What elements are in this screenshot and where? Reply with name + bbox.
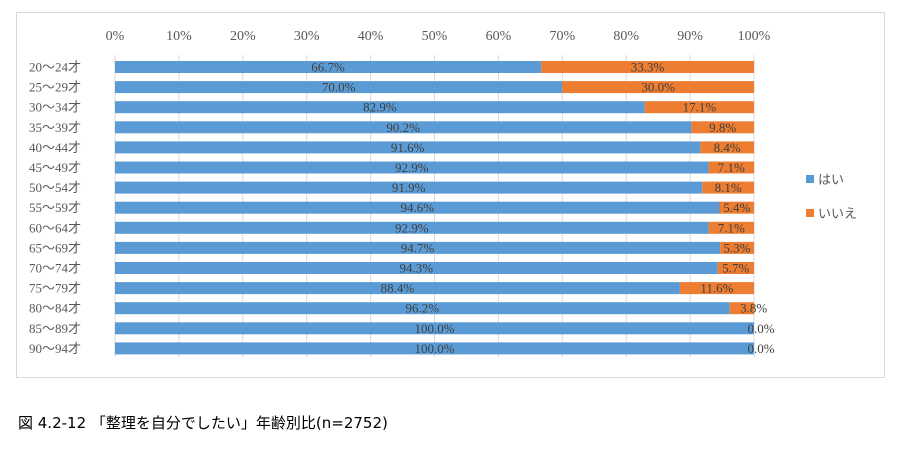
- data-label-yes: 82.9%: [363, 100, 397, 115]
- bar-yes: [115, 201, 720, 214]
- data-label-no: 5.7%: [722, 261, 749, 276]
- x-tick-label: 0%: [106, 29, 125, 44]
- data-label-yes: 66.7%: [311, 60, 345, 75]
- data-label-no: 9.8%: [709, 120, 736, 135]
- bar-yes: [115, 221, 709, 234]
- bar-no: [562, 81, 754, 94]
- bar-yes: [115, 262, 718, 274]
- data-label-yes: 94.7%: [401, 240, 435, 255]
- data-label-yes: 100.0%: [414, 341, 454, 356]
- legend-label-yes: はい: [818, 173, 844, 188]
- data-label-no: 3.8%: [740, 301, 767, 316]
- x-tick-label: 70%: [549, 29, 575, 44]
- data-label-yes: 91.6%: [391, 140, 425, 155]
- category-label: 80～84才: [29, 301, 81, 316]
- bar-yes: [115, 181, 703, 194]
- x-tick-label: 90%: [677, 29, 703, 44]
- x-tick-label: 30%: [294, 29, 320, 44]
- category-label: 20～24才: [29, 60, 81, 75]
- legend-swatch-yes: [806, 175, 814, 183]
- x-tick-label: 10%: [166, 29, 192, 44]
- data-label-no: 8.4%: [714, 140, 741, 155]
- data-label-yes: 96.2%: [406, 301, 440, 316]
- x-tick-label: 20%: [230, 29, 256, 44]
- data-label-no: 0.0%: [747, 341, 774, 356]
- data-label-yes: 92.9%: [395, 160, 429, 175]
- data-label-yes: 91.9%: [392, 180, 426, 195]
- data-label-yes: 100.0%: [414, 321, 454, 336]
- data-label-yes: 94.3%: [399, 261, 433, 276]
- category-label: 25～29才: [29, 80, 81, 95]
- stacked-bar-chart: 0% 10% 20% 30% 40% 50% 60% 70% 80% 90% 100% 20～24才 6…: [29, 29, 857, 357]
- data-label-yes: 88.4%: [381, 281, 415, 296]
- bar-yes: [115, 121, 692, 134]
- category-label: 50～54才: [29, 180, 81, 195]
- category-label: 65～69才: [29, 240, 81, 255]
- bar-no: [729, 302, 754, 315]
- data-label-no: 33.3%: [631, 60, 665, 75]
- bar-no: [700, 141, 754, 154]
- bar-no: [708, 161, 754, 174]
- category-label: 90～94才: [29, 341, 81, 356]
- data-label-no: 5.4%: [723, 200, 750, 215]
- data-label-no: 30.0%: [641, 80, 675, 95]
- category-label: 30～34才: [29, 100, 81, 115]
- bar-yes: [115, 322, 754, 335]
- bar-no: [541, 61, 754, 73]
- category-label: 35～39才: [29, 120, 81, 135]
- legend-label-no: いいえ: [818, 207, 857, 222]
- data-label-yes: 70.0%: [322, 80, 356, 95]
- x-tick-label: 40%: [358, 29, 384, 44]
- x-tick-label: 50%: [422, 29, 448, 44]
- bar-yes: [115, 342, 754, 355]
- category-label: 55～59才: [29, 200, 81, 215]
- bar-no: [719, 201, 754, 214]
- figure-caption: 図 4.2-12 「整理を自分でしたい」年齢別比(n=2752): [18, 414, 388, 432]
- bar-yes: [115, 101, 645, 114]
- data-label-no: 17.1%: [683, 100, 717, 115]
- data-label-no: 0.0%: [747, 321, 774, 336]
- bar-no: [691, 121, 754, 134]
- bar-no: [708, 221, 754, 234]
- bar-yes: [115, 302, 730, 315]
- data-label-no: 7.1%: [718, 160, 745, 175]
- category-label: 40～44才: [29, 140, 81, 155]
- bar-yes: [115, 282, 680, 295]
- bar-yes: [115, 241, 721, 254]
- data-label-no: 8.1%: [715, 180, 742, 195]
- category-label: 75～79才: [29, 281, 81, 296]
- bar-yes: [115, 161, 709, 174]
- data-label-yes: 92.9%: [395, 220, 429, 235]
- bar-yes: [115, 61, 542, 73]
- chart-area: 0% 10% 20% 30% 40% 50% 60% 70% 80% 90% 100% 20～24才 6…: [16, 12, 885, 378]
- category-label: 45～49才: [29, 160, 81, 175]
- data-label-no: 5.3%: [724, 240, 751, 255]
- x-tick-label: 100%: [738, 29, 771, 44]
- x-tick-label: 80%: [613, 29, 639, 44]
- legend-swatch-no: [806, 209, 814, 217]
- bar-no: [717, 262, 754, 274]
- x-tick-label: 60%: [486, 29, 512, 44]
- bar-no: [679, 282, 754, 295]
- bar-no: [702, 181, 754, 194]
- category-label: 85～89才: [29, 321, 81, 336]
- bar-no: [644, 101, 754, 114]
- bar-no: [720, 241, 754, 254]
- category-label: 60～64才: [29, 220, 81, 235]
- data-label-no: 11.6%: [700, 281, 733, 296]
- data-label-yes: 90.2%: [386, 120, 420, 135]
- data-label-no: 7.1%: [718, 220, 745, 235]
- data-label-yes: 94.6%: [400, 200, 434, 215]
- bar-yes: [115, 81, 563, 94]
- bar-yes: [115, 141, 701, 154]
- category-label: 70～74才: [29, 261, 81, 276]
